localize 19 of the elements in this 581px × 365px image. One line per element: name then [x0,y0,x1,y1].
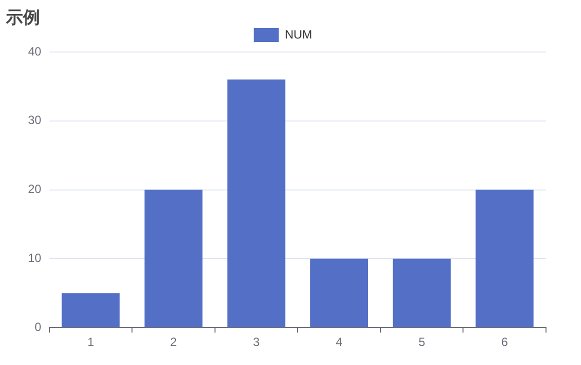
chart-title: 示例 [6,7,40,29]
x-tick-label: 1 [87,335,94,350]
bar [310,258,368,328]
bar [392,258,451,328]
bar [144,190,202,328]
x-tick-label: 6 [501,335,508,350]
y-tick-label: 30 [28,113,42,128]
legend-label: NUM [284,27,312,42]
x-tick-label: 4 [336,335,343,350]
x-tick-label: 5 [418,335,426,350]
bar [476,190,534,328]
bar [227,80,286,328]
x-tick-label: 3 [252,335,260,350]
x-tick-label: 2 [170,335,178,350]
bar [62,293,120,328]
y-tick-label: 0 [34,320,42,334]
y-tick-label: 20 [28,182,42,196]
y-tick-label: 40 [28,44,42,58]
y-tick-label: 10 [28,251,42,266]
